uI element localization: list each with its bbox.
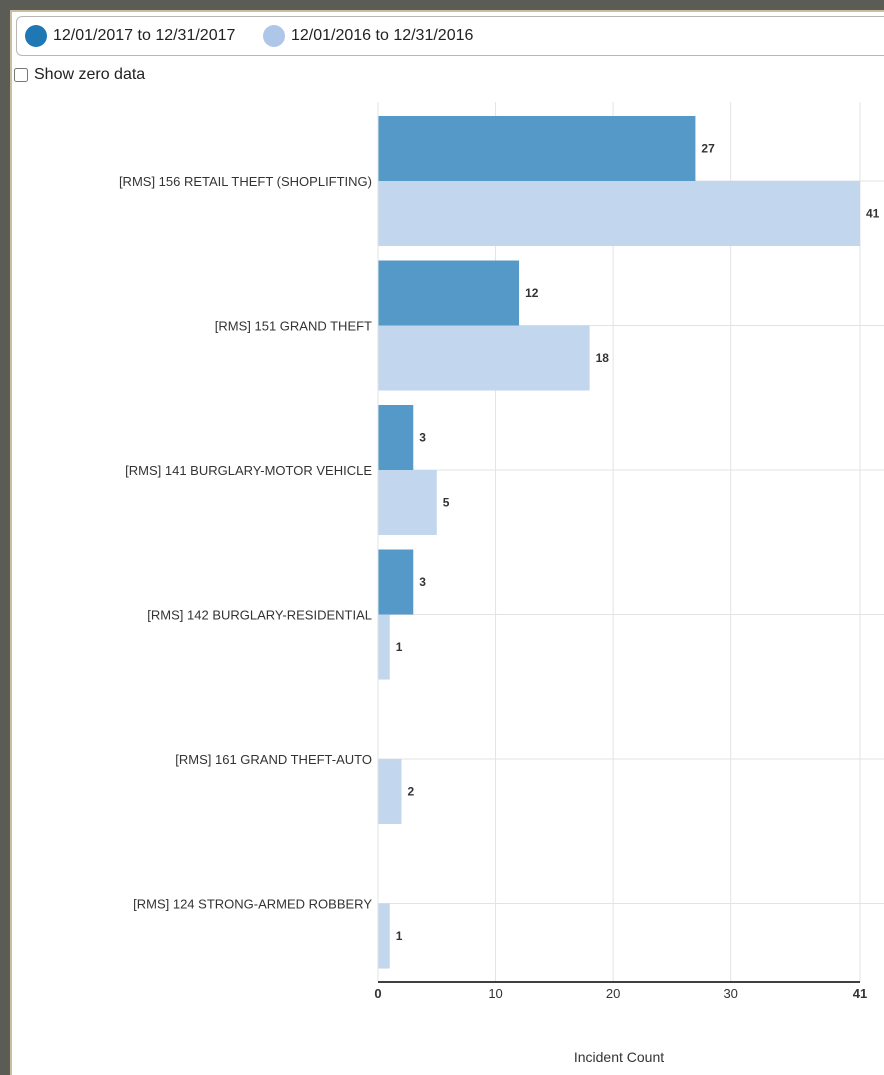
x-axis-title: Incident Count	[574, 1049, 664, 1065]
legend-item-2017[interactable]: 12/01/2017 to 12/31/2017	[25, 25, 235, 47]
value-label-s0-c2: 3	[419, 431, 426, 445]
category-label-3: [RMS] 142 BURGLARY-RESIDENTIAL	[147, 608, 372, 623]
bar-s0-c1[interactable]	[378, 260, 520, 326]
bar-s0-c0[interactable]	[378, 116, 696, 181]
value-label-s1-c1: 18	[596, 351, 610, 365]
category-label-5: [RMS] 124 STRONG-ARMED ROBBERY	[133, 897, 372, 912]
bar-s1-c1[interactable]	[378, 325, 590, 391]
chart-panel: 12/01/2017 to 12/31/2017 12/01/2016 to 1…	[10, 10, 884, 1075]
x-tick-label-1: 10	[488, 986, 502, 1001]
legend-label-2016: 12/01/2016 to 12/31/2016	[291, 27, 474, 44]
x-tick-label-3: 30	[723, 986, 737, 1001]
x-tick-label-2: 20	[606, 986, 620, 1001]
chart-legend: 12/01/2017 to 12/31/2017 12/01/2016 to 1…	[16, 16, 884, 56]
category-label-1: [RMS] 151 GRAND THEFT	[215, 319, 372, 334]
show-zero-data-label: Show zero data	[34, 66, 146, 83]
value-label-s1-c3: 1	[396, 640, 403, 654]
x-tick-label-0: 0	[374, 986, 381, 1001]
bar-s1-c4[interactable]	[378, 759, 402, 824]
category-label-2: [RMS] 141 BURGLARY-MOTOR VEHICLE	[125, 463, 372, 478]
legend-label-2017: 12/01/2017 to 12/31/2017	[53, 27, 236, 44]
bar-s0-c2[interactable]	[378, 405, 414, 470]
value-label-s1-c5: 1	[396, 929, 403, 943]
value-label-s1-c0: 41	[866, 207, 880, 221]
show-zero-data-checkbox[interactable]	[14, 68, 28, 82]
value-label-s0-c1: 12	[525, 286, 539, 300]
value-label-s0-c3: 3	[419, 575, 426, 589]
value-label-s0-c0: 27	[701, 142, 715, 156]
legend-item-2016[interactable]: 12/01/2016 to 12/31/2016	[263, 25, 473, 47]
bar-s1-c2[interactable]	[378, 470, 437, 535]
bar-s1-c3[interactable]	[378, 614, 390, 680]
category-label-0: [RMS] 156 RETAIL THEFT (SHOPLIFTING)	[119, 174, 372, 189]
category-label-4: [RMS] 161 GRAND THEFT-AUTO	[175, 752, 372, 767]
show-zero-data-toggle[interactable]: Show zero data	[14, 66, 145, 84]
bar-s0-c3[interactable]	[378, 549, 414, 615]
x-tick-label-4: 41	[853, 986, 867, 1001]
bar-s1-c5[interactable]	[378, 903, 390, 969]
value-label-s1-c2: 5	[443, 496, 450, 510]
bar-s1-c0[interactable]	[378, 181, 860, 246]
category-labels: [RMS] 156 RETAIL THEFT (SHOPLIFTING) [RMS…	[119, 174, 372, 912]
legend-dot-2017	[25, 25, 47, 47]
value-label-s1-c4: 2	[408, 785, 415, 799]
legend-dot-2016	[263, 25, 285, 47]
x-axis: 0 10 20 30 41 Incident Count	[374, 102, 867, 1065]
